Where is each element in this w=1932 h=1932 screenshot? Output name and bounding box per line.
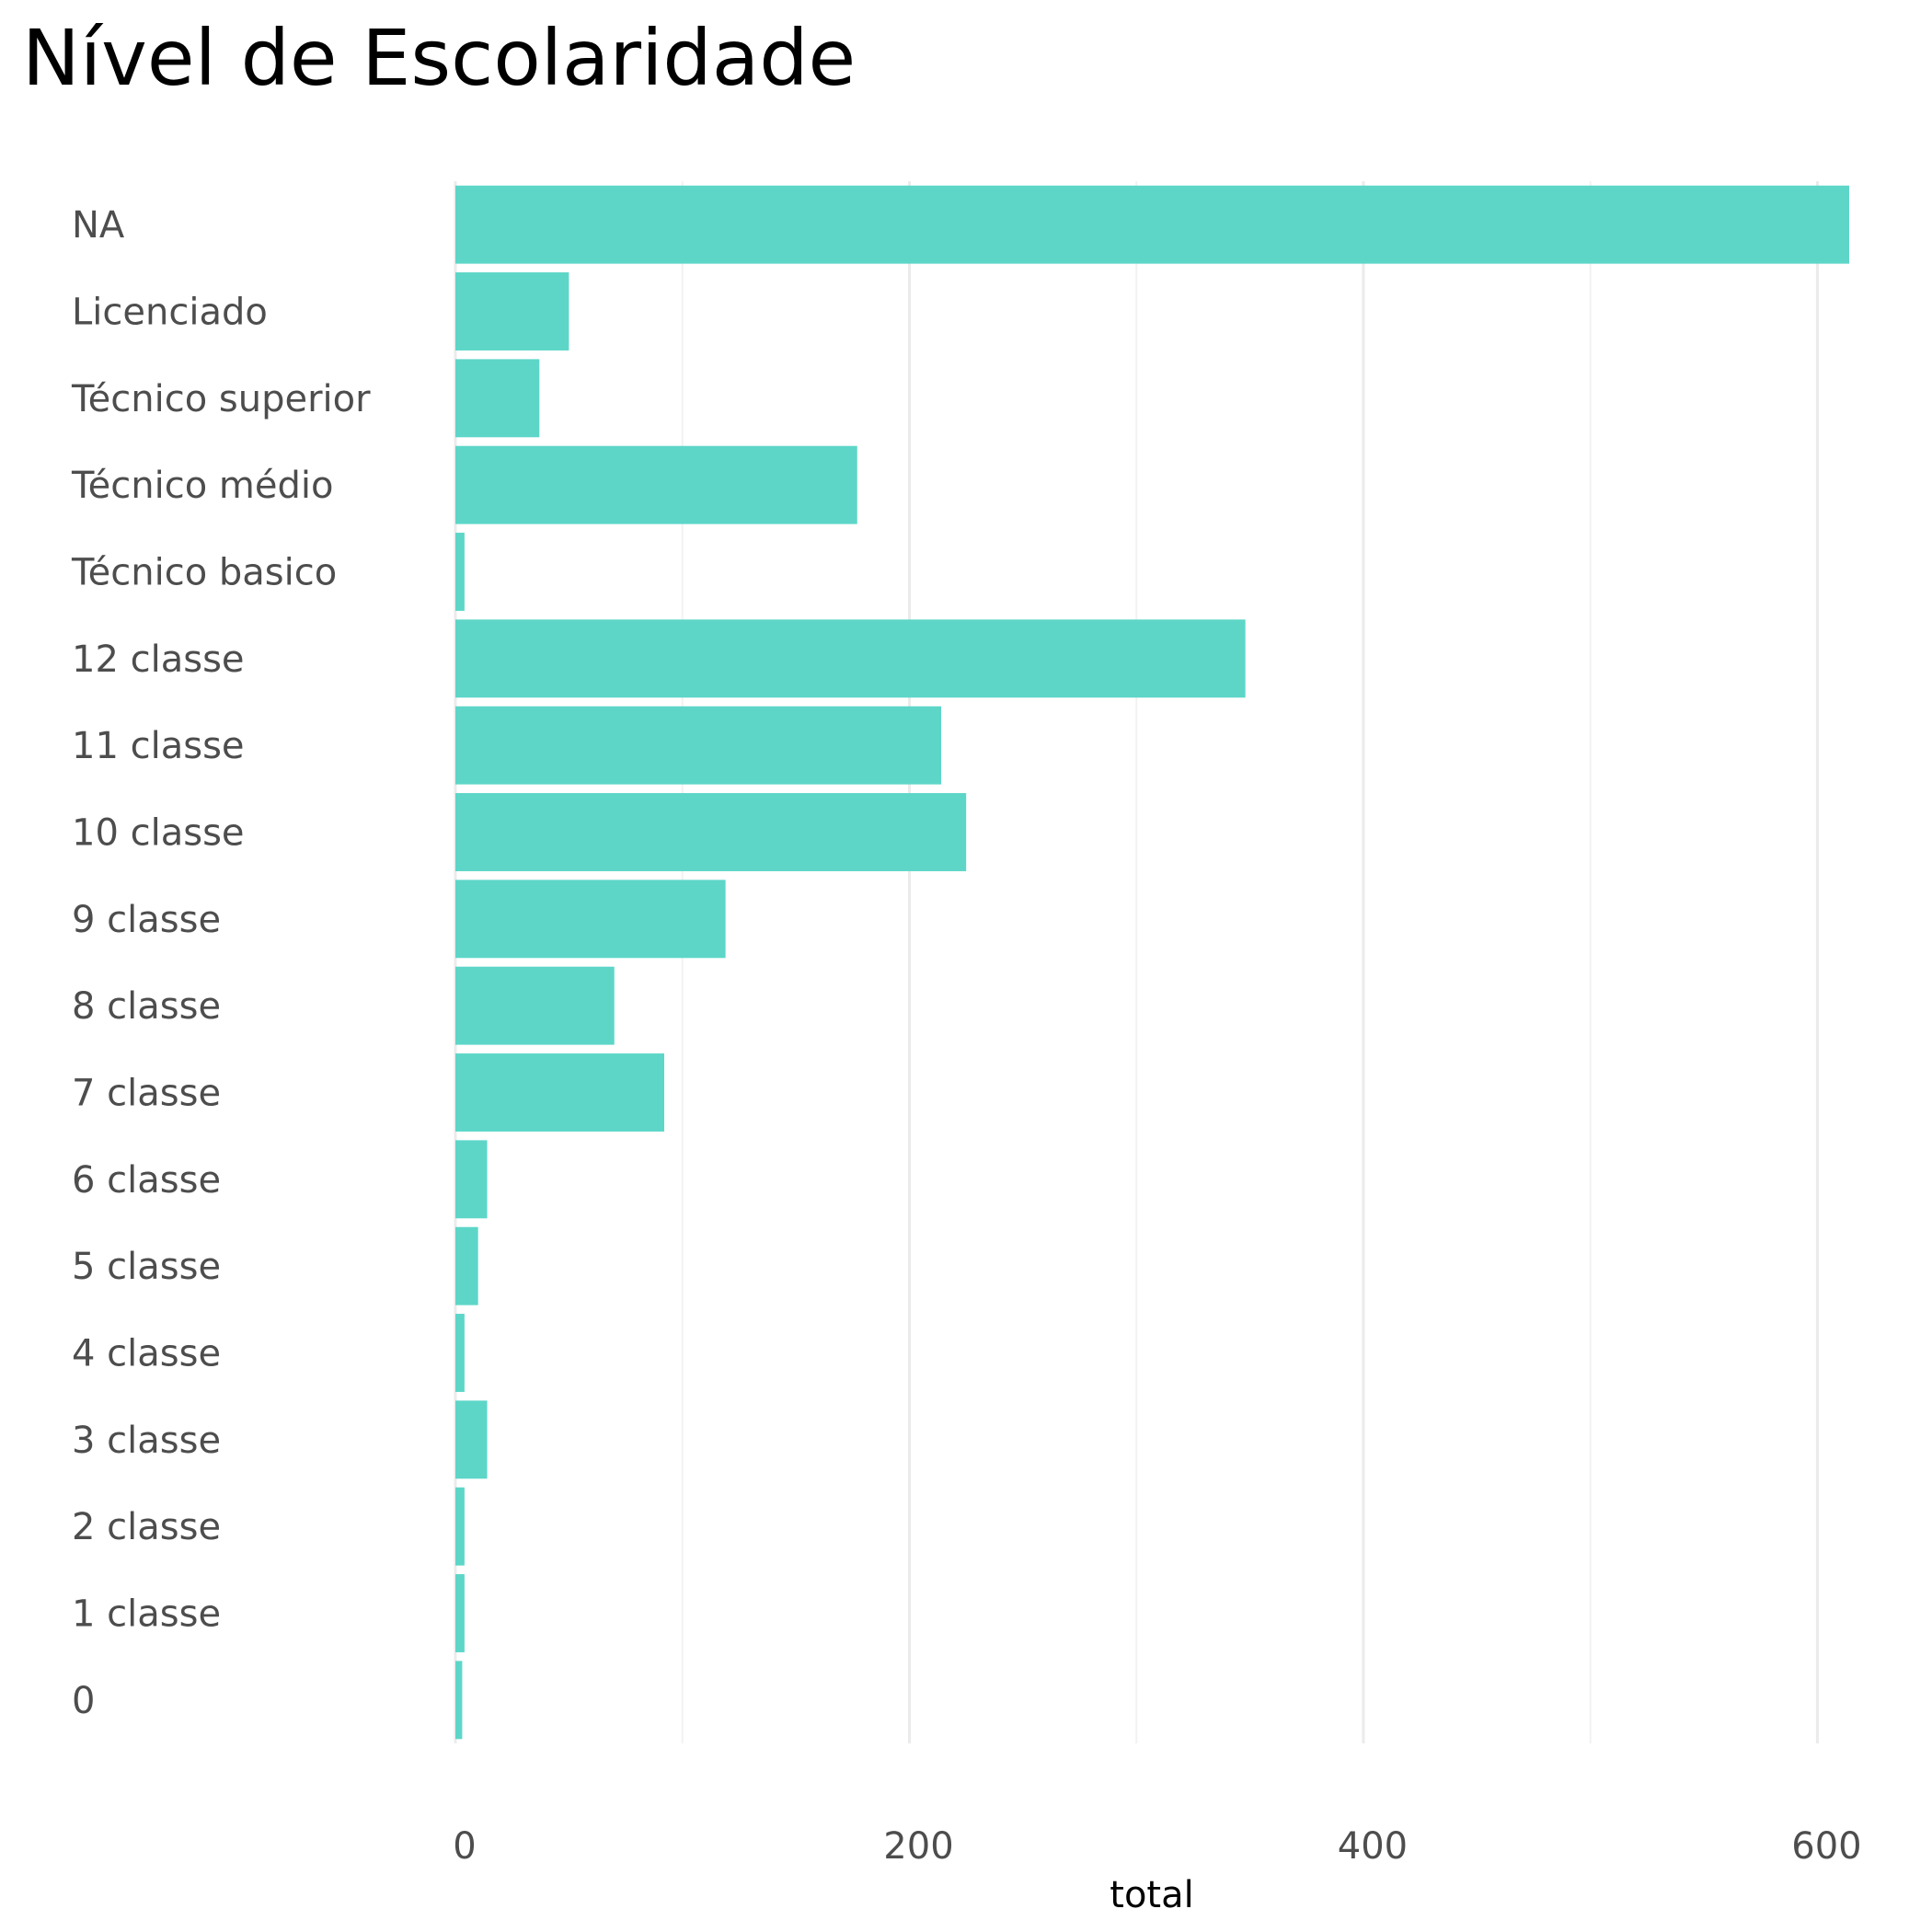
category-label: 12 classe	[72, 638, 245, 681]
category-label: 6 classe	[72, 1159, 221, 1202]
bar	[455, 533, 465, 611]
bar	[455, 1140, 488, 1219]
bars	[455, 185, 1849, 1740]
bar	[455, 1487, 465, 1566]
bar	[455, 1314, 465, 1392]
category-label: 0	[72, 1680, 95, 1722]
bar	[455, 706, 942, 785]
bar	[455, 619, 1246, 698]
bar	[455, 793, 967, 871]
category-label: Técnico superior	[71, 378, 371, 420]
bar	[455, 1574, 465, 1652]
category-label: 10 classe	[72, 812, 245, 855]
category-label: Licenciado	[72, 292, 268, 334]
bar	[455, 272, 569, 351]
category-label: 3 classe	[72, 1420, 221, 1462]
x-tick-label: 200	[883, 1825, 953, 1868]
x-axis-title: total	[1110, 1874, 1193, 1916]
bar	[455, 1226, 478, 1305]
category-label: 9 classe	[72, 899, 221, 941]
bar	[455, 359, 540, 438]
category-label: 5 classe	[72, 1246, 221, 1288]
x-tick-label: 0	[453, 1825, 476, 1868]
bar	[455, 1400, 488, 1479]
category-label: 11 classe	[72, 725, 245, 767]
category-label: 8 classe	[72, 985, 221, 1028]
category-label: 7 classe	[72, 1073, 221, 1115]
x-tick-labels: 0 200 400 600	[453, 1825, 1861, 1868]
category-label: Técnico basico	[71, 552, 337, 594]
category-label: Técnico médio	[71, 465, 333, 507]
x-tick-label: 600	[1791, 1825, 1861, 1868]
chart-title: Nível de Escolaridade	[22, 13, 856, 103]
grid-lines	[454, 181, 1819, 1743]
category-labels: NA Licenciado Técnico superior Técnico médi…	[71, 204, 371, 1722]
bar	[455, 1053, 665, 1132]
bar	[455, 966, 615, 1045]
category-label: 1 classe	[72, 1593, 221, 1636]
bar	[455, 185, 1849, 264]
category-label: NA	[72, 204, 125, 247]
category-label: 4 classe	[72, 1333, 221, 1375]
bar	[455, 1661, 463, 1740]
x-tick-label: 400	[1338, 1825, 1408, 1868]
bar	[455, 445, 857, 524]
bar	[455, 880, 726, 959]
category-label: 2 classe	[72, 1506, 221, 1548]
